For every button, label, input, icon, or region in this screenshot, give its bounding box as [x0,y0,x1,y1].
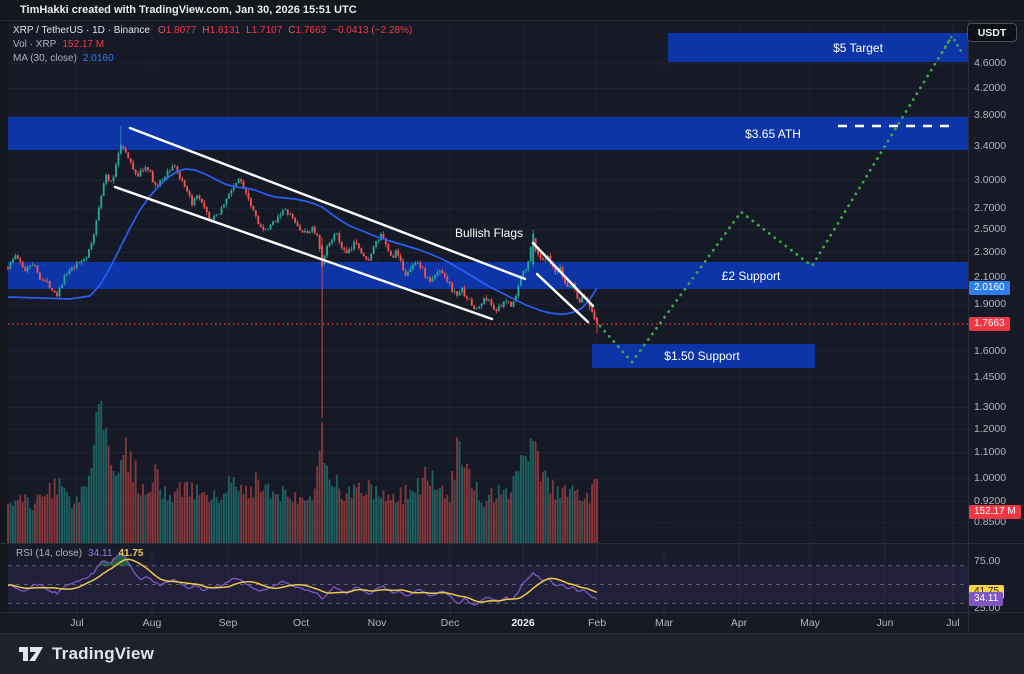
price-axis-label[interactable]: 1.3000 [974,400,1007,413]
price-axis-label[interactable]: 2.7000 [974,202,1007,215]
price-axis-label[interactable]: 4.6000 [974,57,1007,70]
price-axis-label[interactable]: 1.6000 [974,344,1007,357]
tradingview-logo-icon[interactable] [18,644,44,664]
price-axis-label[interactable]: 2.1000 [974,270,1007,283]
time-axis-label[interactable]: Apr [730,617,748,629]
price-axis-label[interactable]: 4.2000 [974,82,1007,95]
time-axis-label[interactable]: Jul [946,617,960,629]
price-axis-label[interactable]: 2.3000 [974,245,1007,258]
attribution-text: TimHakki created with TradingView.com, J… [20,4,357,16]
price-axis-label[interactable]: 1.0000 [974,472,1007,485]
time-axis-label[interactable]: Mar [654,617,674,629]
time-axis-label[interactable]: Jul [70,617,84,629]
attribution-bar: TimHakki created with TradingView.com, J… [0,0,1024,20]
time-axis-label[interactable]: May [800,617,820,629]
price-axis-label[interactable]: 1.9000 [974,297,1007,310]
price-axis-label[interactable]: 1.2000 [974,422,1007,435]
rsi-axis-label[interactable]: 25.00 [974,601,1001,614]
time-axis-label[interactable]: 2026 [511,617,535,629]
footer-bar: TradingView [0,633,1024,674]
price-axis-label[interactable]: 1.1000 [974,446,1007,459]
time-axis-label[interactable]: Feb [587,617,607,629]
currency-toggle-button[interactable]: USDT [967,23,1017,42]
price-axis-label[interactable]: 3.8000 [974,109,1007,122]
rsi-axis-label[interactable]: 75.00 [974,554,1001,567]
time-axis-label[interactable]: Dec [440,617,460,629]
time-axis-label[interactable]: Sep [218,617,238,629]
time-axis-label[interactable]: Aug [142,617,162,629]
price-axis-label[interactable]: 1.4500 [974,371,1007,384]
time-axis-label[interactable]: Jun [876,617,894,629]
price-axis-label[interactable]: 2.5000 [974,223,1007,236]
price-axis-label[interactable]: 3.4000 [974,139,1007,152]
price-axis-label[interactable]: 3.0000 [974,173,1007,186]
time-axis-label[interactable]: Nov [367,617,387,629]
tradingview-brand-text[interactable]: TradingView [52,644,155,663]
price-axis-label[interactable]: 0.9200 [974,494,1007,507]
time-axis-label[interactable]: Oct [292,617,310,629]
price-axis-label[interactable]: 0.8500 [974,516,1007,529]
